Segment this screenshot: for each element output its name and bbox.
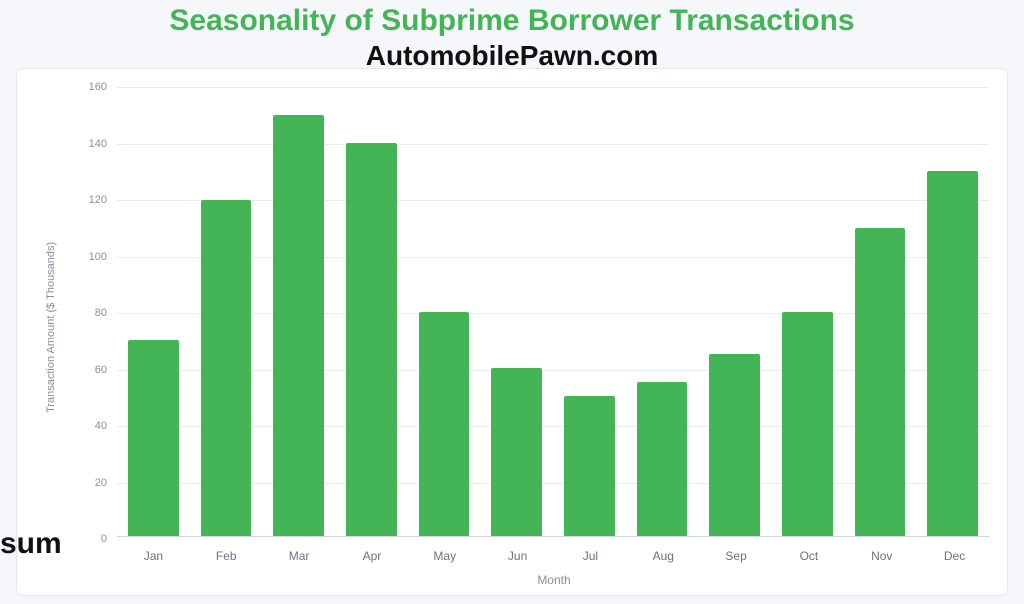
bar — [128, 340, 179, 537]
ytick-label: 100 — [89, 251, 107, 263]
xtick-label: Jun — [481, 549, 554, 563]
xtick-label: Dec — [918, 549, 991, 563]
bar-slot — [262, 87, 335, 537]
bar-slot — [844, 87, 917, 537]
y-axis-label: Transaction Amount ($ Thousands) — [45, 242, 57, 413]
x-axis-line — [117, 536, 989, 537]
ytick-label: 0 — [101, 533, 107, 545]
bar — [201, 200, 252, 538]
xtick-label: Sep — [700, 549, 773, 563]
x-axis-label: Month — [117, 573, 991, 587]
xtick-label: Nov — [845, 549, 918, 563]
ytick-label: 60 — [95, 364, 107, 376]
xtick-label: Apr — [336, 549, 409, 563]
bar — [637, 382, 688, 537]
bar — [855, 228, 906, 537]
bars-container — [117, 87, 989, 537]
xtick-label: Jul — [554, 549, 627, 563]
bar — [346, 143, 397, 537]
plot-area — [117, 87, 989, 537]
page-root: Seasonality of Subprime Borrower Transac… — [0, 0, 1024, 604]
xtick-label: Oct — [773, 549, 846, 563]
bar-slot — [916, 87, 989, 537]
ytick-label: 140 — [89, 138, 107, 150]
bar-slot — [190, 87, 263, 537]
ytick-label: 160 — [89, 81, 107, 93]
bar-slot — [480, 87, 553, 537]
ytick-label: 20 — [95, 477, 107, 489]
bar — [491, 368, 542, 537]
ytick-label: 80 — [95, 307, 107, 319]
xtick-label: May — [408, 549, 481, 563]
bar — [927, 171, 978, 537]
xtick-label: Jan — [117, 549, 190, 563]
floating-sum-label: sum — [0, 527, 62, 561]
bar-slot — [771, 87, 844, 537]
bar-slot — [698, 87, 771, 537]
bar-slot — [408, 87, 481, 537]
bar — [709, 354, 760, 537]
chart-card: 0 20 40 60 80 100 120 140 160 Transaction Amount… — [16, 68, 1008, 596]
bar-slot — [626, 87, 699, 537]
ytick-label: 120 — [89, 194, 107, 206]
xtick-label: Mar — [263, 549, 336, 563]
bar-slot — [553, 87, 626, 537]
bar — [564, 396, 615, 537]
bar — [782, 312, 833, 537]
xtick-label: Aug — [627, 549, 700, 563]
xtick-label: Feb — [190, 549, 263, 563]
ytick-label: 40 — [95, 420, 107, 432]
bar-slot — [335, 87, 408, 537]
bar — [273, 115, 324, 537]
chart-title: Seasonality of Subprime Borrower Transac… — [0, 0, 1024, 38]
bar-slot — [117, 87, 190, 537]
bar — [419, 312, 470, 537]
